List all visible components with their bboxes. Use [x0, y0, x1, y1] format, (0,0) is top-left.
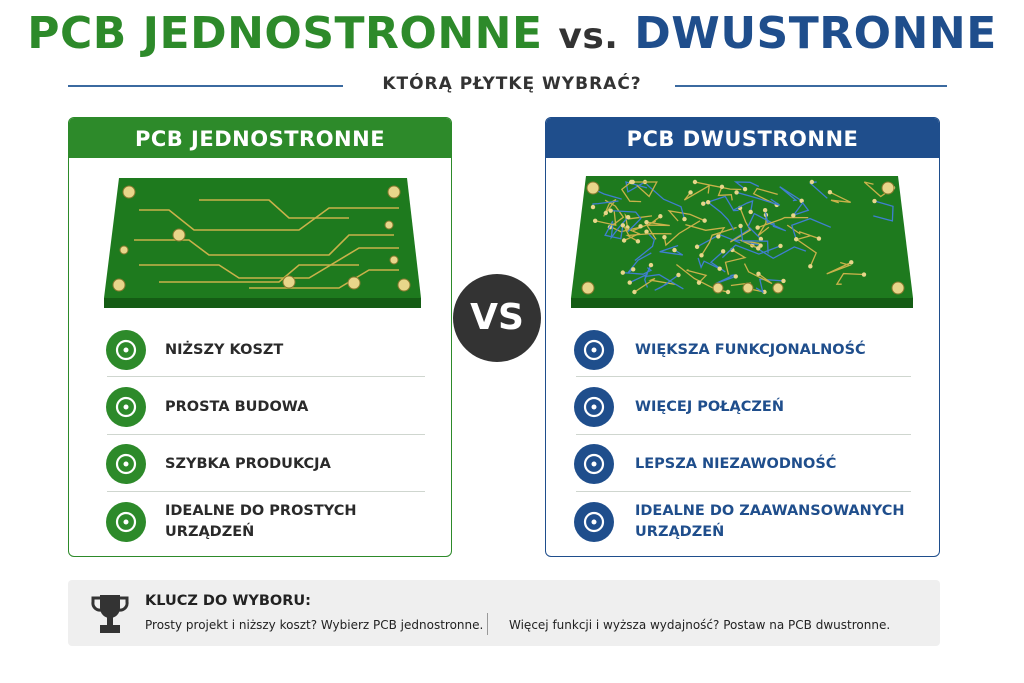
- trophy-icon: [91, 595, 129, 633]
- item-icon: [106, 502, 146, 542]
- rule: [68, 85, 343, 87]
- title-right: DWUSTRONNE: [634, 8, 997, 59]
- item-text: WIĘKSZA FUNKCJONALNOŚĆ: [635, 341, 866, 358]
- panel-title: PCB JEDNOSTRONNE: [69, 118, 451, 158]
- item-icon: [574, 444, 614, 484]
- item-text: NIŻSZY KOSZT: [165, 341, 284, 358]
- item-icon: [574, 387, 614, 427]
- item-text: SZYBKA PRODUKCJA: [165, 455, 331, 472]
- pcb-single: [104, 178, 421, 308]
- pcb-double: [571, 176, 913, 308]
- item-text: IDEALNE DO ZAAWANSOWANYCH URZĄDZEŃ: [635, 503, 905, 540]
- item-text: PROSTA BUDOWA: [165, 398, 309, 415]
- item-icon: [574, 330, 614, 370]
- subtitle: KTÓRĄ PŁYTKĘ WYBRAĆ?: [382, 74, 642, 94]
- panel-title: PCB DWUSTRONNE: [546, 118, 939, 158]
- item-text: WIĘCEJ POŁĄCZEŃ: [635, 398, 784, 415]
- vs-badge: VS: [453, 274, 541, 362]
- footer: KLUCZ DO WYBORU: Prosty projekt i niższy…: [68, 580, 940, 646]
- item-icon: [106, 330, 146, 370]
- footer-title: KLUCZ DO WYBORU:: [145, 593, 311, 609]
- item-text: LEPSZA NIEZAWODNOŚĆ: [635, 455, 837, 472]
- title-vs: vs.: [558, 16, 619, 57]
- footer-left: Prosty projekt i niższy koszt? Wybierz P…: [145, 618, 484, 632]
- item-text: IDEALNE DO PROSTYCH URZĄDZEŃ: [165, 503, 357, 540]
- item-icon: [574, 502, 614, 542]
- item-icon: [106, 387, 146, 427]
- item-icon: [106, 444, 146, 484]
- title-left: PCB JEDNOSTRONNE: [27, 8, 543, 59]
- rule: [675, 85, 947, 87]
- title: PCB JEDNOSTRONNE vs. DWUSTRONNE: [0, 8, 1024, 59]
- footer-divider: [487, 613, 488, 635]
- footer-right: Więcej funkcji i wyższa wydajność? Posta…: [509, 618, 891, 632]
- right-panel: PCB DWUSTRONNE: [545, 117, 940, 557]
